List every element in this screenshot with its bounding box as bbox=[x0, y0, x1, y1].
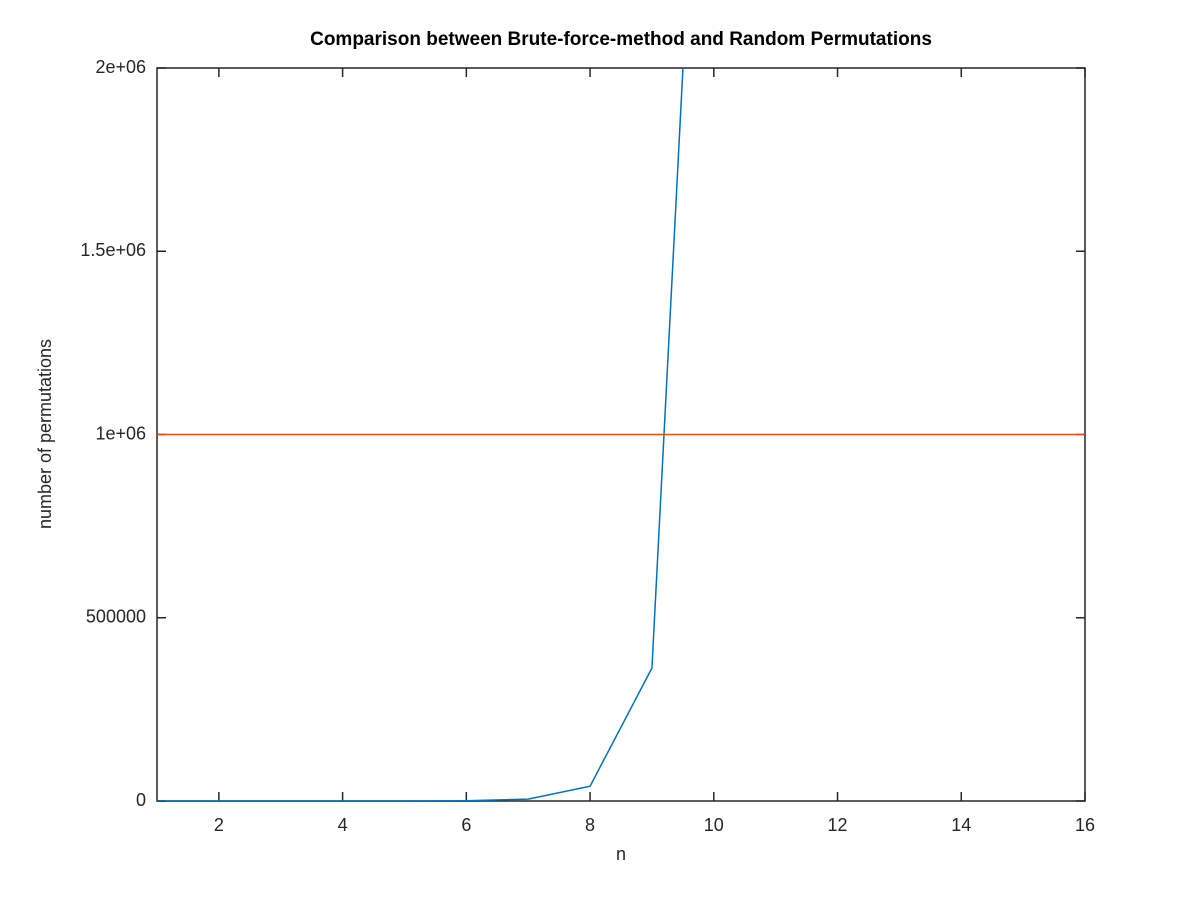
x-tick-label: 14 bbox=[951, 815, 971, 835]
chart-title: Comparison between Brute-force-method an… bbox=[310, 29, 932, 50]
y-tick-label: 2e+06 bbox=[95, 57, 146, 77]
x-tick-label: 10 bbox=[704, 815, 724, 835]
x-tick-label: 16 bbox=[1075, 815, 1095, 835]
x-tick-label: 4 bbox=[338, 815, 348, 835]
x-axis-label: n bbox=[616, 844, 626, 864]
x-tick-label: 6 bbox=[461, 815, 471, 835]
x-tick-label: 12 bbox=[828, 815, 848, 835]
y-tick-label: 1.5e+06 bbox=[80, 240, 146, 260]
series-line bbox=[157, 0, 1085, 900]
x-tick-label: 8 bbox=[585, 815, 595, 835]
y-axis-label: number of permutations bbox=[35, 339, 55, 529]
y-tick-label: 0 bbox=[136, 790, 146, 810]
y-tick-label: 500000 bbox=[86, 607, 146, 627]
y-tick-label: 1e+06 bbox=[95, 423, 146, 443]
x-tick-label: 2 bbox=[214, 815, 224, 835]
